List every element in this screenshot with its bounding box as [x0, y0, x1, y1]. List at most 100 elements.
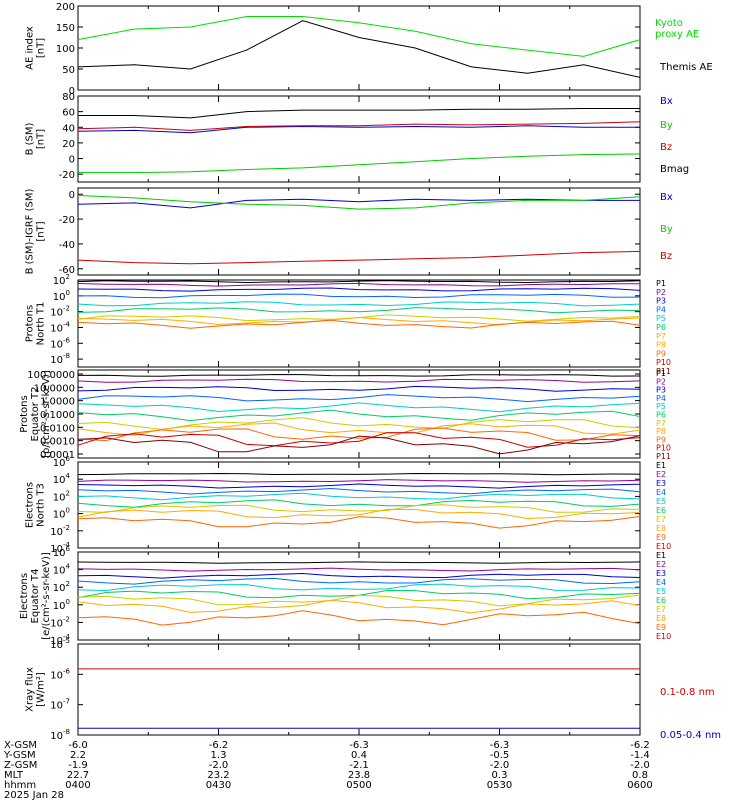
- series-line-p2: [77, 378, 641, 383]
- y-tick-label-0: 0: [69, 86, 75, 97]
- series-line-p5: [77, 402, 641, 413]
- legend-label: Kyoto: [655, 18, 683, 29]
- series-line-p1: [77, 373, 641, 377]
- x-axis-tick-label: 2.2: [70, 750, 86, 761]
- y-tick-label-2: -40: [59, 240, 75, 251]
- x-axis-tick-label: -2.0: [209, 760, 229, 771]
- y-tick-label-7: 10-7: [50, 698, 70, 712]
- y-tick-label-4: 0.0100: [40, 423, 75, 434]
- legend-label: P2: [656, 288, 666, 297]
- series-line-bz: [77, 250, 641, 265]
- series-line-p7: [77, 417, 641, 431]
- series-line-by: [78, 153, 641, 174]
- series-line-p9: [77, 427, 641, 442]
- x-axis-tick-label: -6.3: [349, 740, 369, 751]
- series-line-p11: [77, 435, 641, 455]
- y-tick-label-6: 106: [53, 545, 71, 559]
- x-axis-tick-label: 0400: [65, 780, 90, 791]
- y-axis-label-6: Electrons: [19, 573, 30, 619]
- series-line-bx: [77, 125, 640, 134]
- legend-label: E3: [656, 479, 666, 488]
- y-tick-label-6: 100: [53, 598, 70, 612]
- y-tick-label-0: 150: [56, 23, 75, 34]
- y-tick-label-7: 10-8: [50, 728, 70, 742]
- legend-label: By: [660, 120, 673, 131]
- legend-label: Bmag: [660, 164, 689, 175]
- series-line-e9: [77, 515, 641, 529]
- x-axis-tick-label: -0.5: [490, 750, 510, 761]
- y-tick-label-4: 10.0000: [34, 383, 75, 394]
- y-axis-label-5: Electrons: [25, 482, 36, 528]
- y-axis-label-5: North T3: [36, 483, 47, 527]
- x-axis-tick-label: -2.0: [490, 760, 510, 771]
- y-axis-label-4: [p/(cm²-s-sr-keV)]: [41, 370, 52, 458]
- legend-label: By: [660, 224, 673, 235]
- x-axis-tick-label: 22.7: [67, 770, 89, 781]
- y-tick-label-5: 10-2: [50, 524, 70, 538]
- legend-label: P11: [656, 452, 671, 461]
- y-tick-label-6: 102: [53, 580, 70, 594]
- y-tick-label-5: 104: [53, 472, 71, 486]
- series-line-e4: [77, 487, 641, 495]
- series-line-e7: [77, 594, 641, 607]
- series-line-e5: [77, 583, 641, 592]
- y-tick-label-2: 0: [69, 190, 75, 201]
- legend-label: E1: [656, 551, 666, 560]
- legend-label: P10: [656, 444, 671, 453]
- y-tick-label-6: 10-2: [50, 615, 70, 629]
- x-axis-tick-label: -6.2: [209, 740, 229, 751]
- y-tick-label-0: 100: [56, 44, 75, 55]
- y-tick-label-5: 102: [53, 489, 70, 503]
- x-axis-row-label: Z-GSM: [4, 760, 37, 771]
- y-axis-label-7: Xray flux: [25, 667, 36, 712]
- series-line-e3: [77, 483, 641, 489]
- y-tick-label-7: 10-6: [50, 667, 70, 681]
- legend-label: 0.05-0.4 nm: [660, 730, 721, 741]
- series-line-p3: [77, 385, 641, 392]
- y-axis-label-2: [nT]: [36, 221, 47, 241]
- y-tick-label-5: 100: [53, 507, 70, 521]
- legend-label: P5: [656, 402, 666, 411]
- y-tick-label-1: 60: [62, 108, 75, 119]
- legend-label: E5: [656, 497, 666, 506]
- y-axis-label-0: AE index: [25, 26, 36, 70]
- legend-label: E1: [656, 461, 666, 470]
- panel-frame-6: [77, 551, 641, 641]
- series-line-e1: [77, 561, 641, 564]
- legend-label: P5: [656, 314, 666, 323]
- y-tick-label-1: 0: [69, 155, 75, 166]
- y-tick-label-0: 200: [56, 2, 75, 13]
- x-axis-tick-label: -6.3: [490, 740, 510, 751]
- x-axis-tick-label: 0.8: [632, 770, 648, 781]
- legend-label: E10: [656, 632, 671, 641]
- y-tick-label-4: 0.0010: [40, 437, 75, 448]
- legend-label: E3: [656, 569, 666, 578]
- series-line-e3: [77, 572, 641, 579]
- x-axis-tick-label: -1.4: [630, 750, 650, 761]
- legend-label: E9: [656, 623, 666, 632]
- y-axis-label-3: North T1: [36, 302, 47, 346]
- x-axis-date: 2025 Jan 28: [4, 790, 64, 800]
- y-tick-label-1: 80: [62, 92, 75, 103]
- x-axis-tick-label: 0600: [627, 780, 652, 791]
- legend-label: E2: [656, 560, 666, 569]
- x-axis-tick-label: 0530: [487, 780, 512, 791]
- series-line-e2: [77, 567, 641, 572]
- series-line-p1: [77, 280, 641, 284]
- panel-frame-2: [77, 187, 641, 276]
- y-axis-label-7: [W/m²]: [36, 672, 47, 707]
- y-axis-label-2: B (SM)-IGRF (SM): [25, 189, 36, 275]
- x-axis-row-label: hhmm: [4, 780, 36, 791]
- series-line-e7: [77, 504, 641, 513]
- legend-label: P7: [656, 332, 666, 341]
- legend-label: P11: [656, 367, 671, 376]
- x-axis-tick-label: -2.1: [349, 760, 369, 771]
- y-tick-label-1: 20: [62, 139, 75, 150]
- x-axis-tick-label: 0500: [346, 780, 371, 791]
- y-tick-label-2: -60: [59, 265, 75, 276]
- legend-label: proxy AE: [655, 29, 699, 40]
- series-line-e4: [77, 577, 641, 585]
- series-line-bx: [77, 198, 640, 209]
- legend-label: E7: [656, 515, 666, 524]
